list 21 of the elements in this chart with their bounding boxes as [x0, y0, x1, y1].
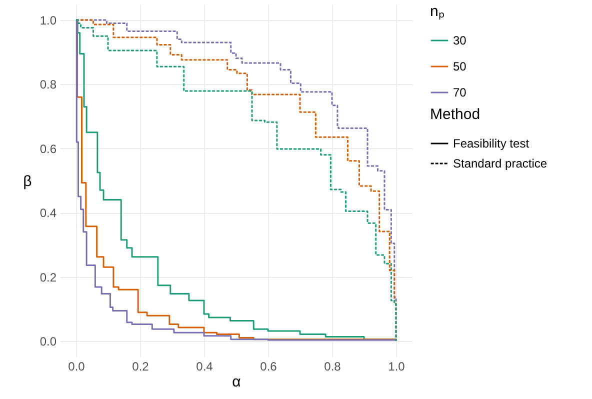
y-tick-label: 0.0 — [40, 334, 57, 348]
x-tick-label: 0.4 — [196, 360, 214, 374]
x-tick-label: 0.6 — [260, 360, 278, 374]
y-axis-title: β — [23, 173, 32, 190]
y-tick-label: 0.4 — [40, 206, 57, 220]
x-tick-label: 0.2 — [132, 360, 150, 374]
y-tick-label: 0.2 — [40, 270, 57, 284]
legend-label: 50 — [453, 60, 467, 74]
y-tick-label: 0.8 — [40, 78, 57, 92]
legend-label: 70 — [453, 86, 467, 100]
x-tick-label: 0.0 — [68, 360, 86, 374]
x-tick-label: 1.0 — [388, 360, 406, 374]
legend-label: 30 — [453, 34, 467, 48]
legend-title: nₚ — [430, 3, 444, 20]
y-tick-label: 0.6 — [40, 142, 57, 156]
text: Feasibility test — [453, 136, 530, 150]
text: Method — [430, 106, 480, 123]
text: Standard practice — [453, 156, 548, 170]
x-tick-label: 0.8 — [324, 360, 342, 374]
y-tick-label: 1.0 — [40, 14, 57, 28]
x-axis-title: α — [232, 374, 242, 390]
